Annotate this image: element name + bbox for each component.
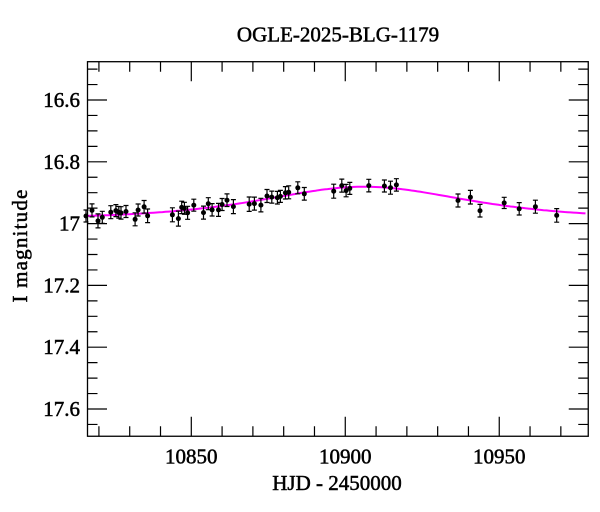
svg-text:17: 17 [59, 212, 80, 236]
svg-text:10900: 10900 [319, 445, 372, 469]
svg-text:17.6: 17.6 [43, 397, 80, 421]
svg-text:10950: 10950 [473, 445, 526, 469]
svg-text:17.4: 17.4 [43, 335, 80, 359]
svg-text:HJD - 2450000: HJD - 2450000 [272, 471, 402, 495]
svg-text:16.8: 16.8 [43, 150, 80, 174]
svg-text:16.6: 16.6 [43, 88, 80, 112]
svg-text:17.2: 17.2 [43, 273, 80, 297]
svg-text:I magnitude: I magnitude [8, 188, 32, 302]
svg-text:OGLE-2025-BLG-1179: OGLE-2025-BLG-1179 [237, 23, 439, 47]
svg-text:10850: 10850 [165, 445, 218, 469]
